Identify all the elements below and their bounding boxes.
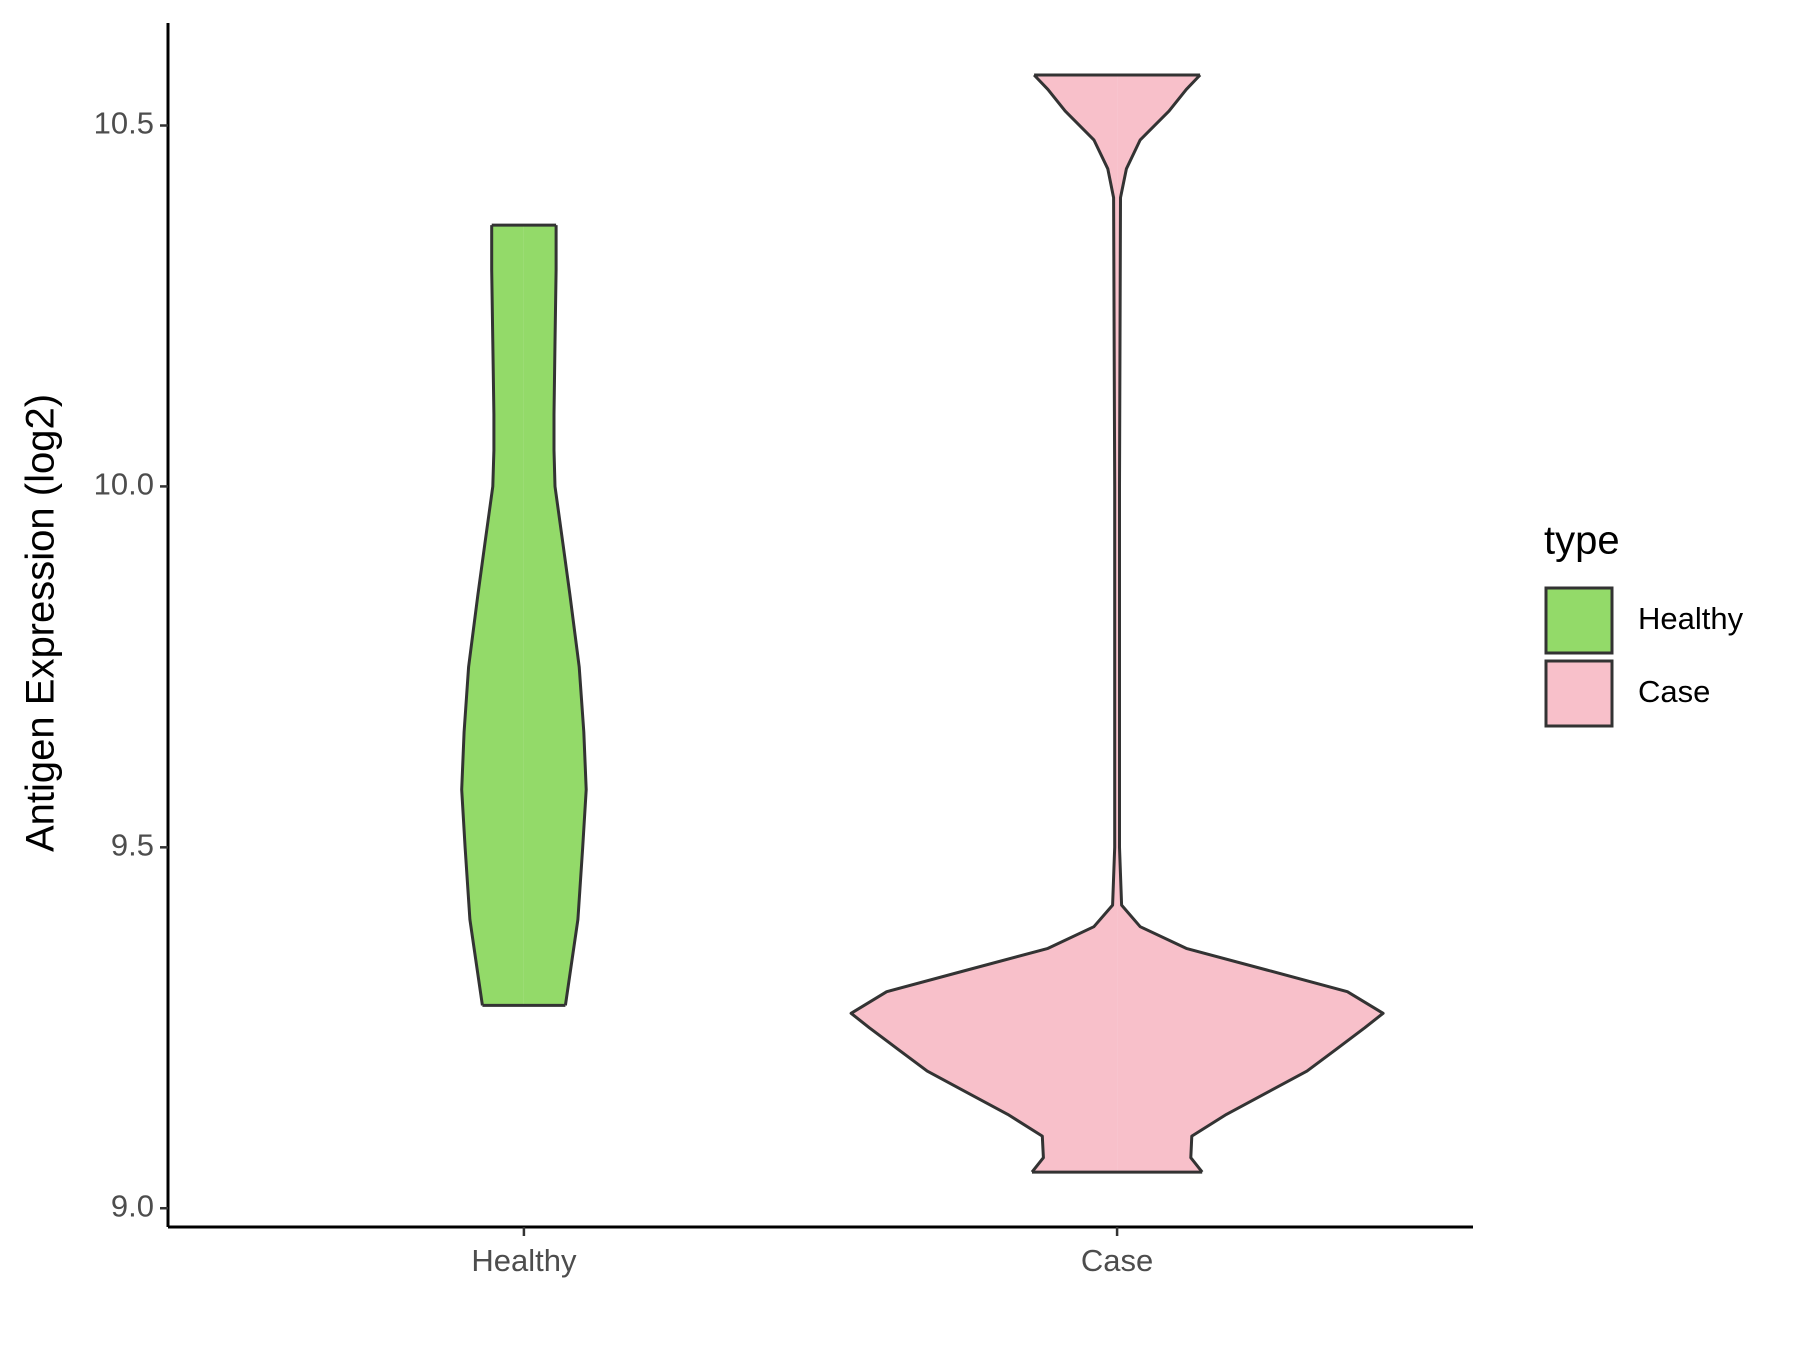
violin-half [851,74,1118,1173]
violin-outline [552,225,588,1006]
y-axis-title: Antigen Expression (log2) [19,394,63,852]
violin-half [461,225,524,1006]
x-tick-label: Case [1081,1243,1153,1278]
legend-key [1544,659,1614,728]
legend-label: Healthy [1638,601,1744,636]
legend-title: type [1544,519,1620,563]
y-tick-label: 10.0 [94,467,154,502]
legend-label: Case [1638,674,1710,709]
y-tick-label: 9.5 [111,828,154,863]
violin-outline [1118,73,1385,1174]
violin-outline [460,225,496,1006]
legend-key [1544,586,1614,655]
violin-half [523,225,587,1006]
x-tick-label: Healthy [471,1243,577,1278]
violin-outline [849,73,1117,1174]
y-tick-label: 9.0 [111,1188,154,1223]
violin-half [1117,74,1384,1173]
y-tick-label: 10.5 [94,106,154,141]
